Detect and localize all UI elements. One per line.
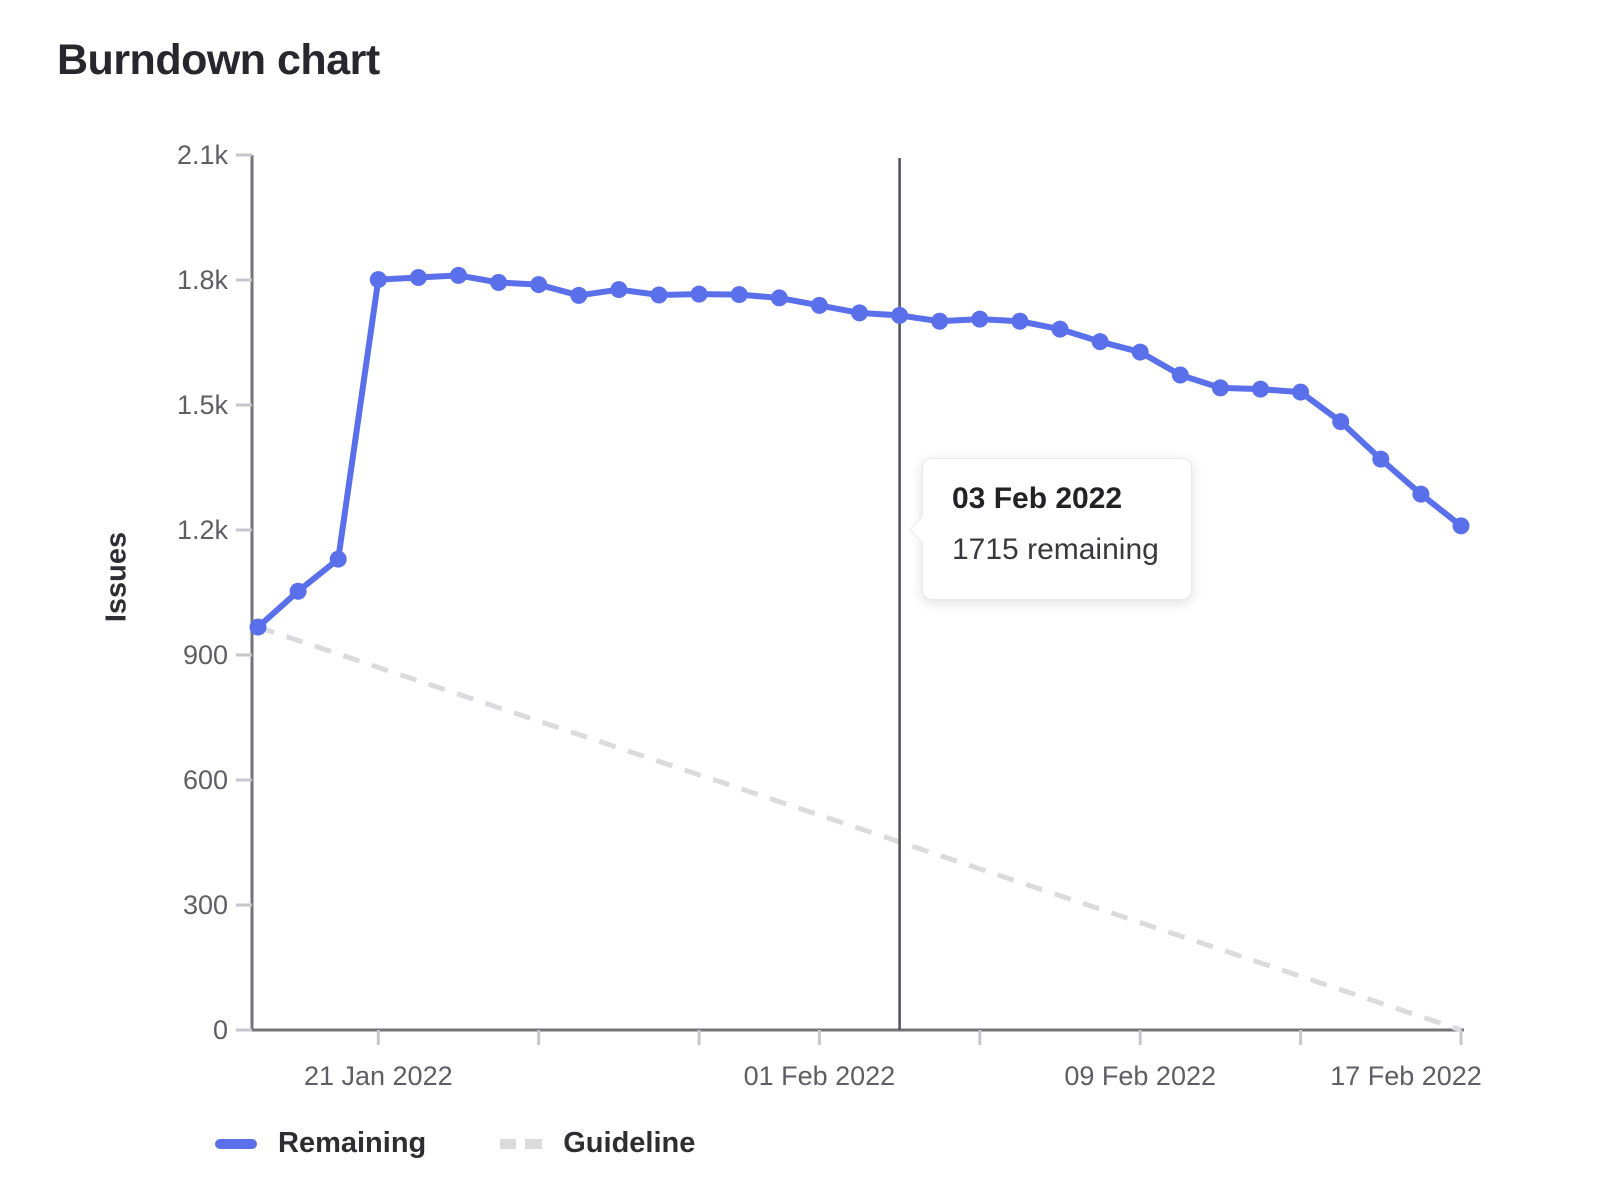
- data-point-09-feb-2022[interactable]: [1131, 343, 1149, 361]
- remaining-series-line: [255, 272, 1464, 631]
- y-tick-label: 1.8k: [177, 265, 229, 295]
- data-point-02-feb-2022[interactable]: [851, 304, 868, 322]
- data-point-17-feb-2022[interactable]: [1452, 517, 1470, 535]
- page-title: Burndown chart: [57, 36, 380, 84]
- data-point-08-feb-2022[interactable]: [1091, 333, 1109, 351]
- legend-item-guideline[interactable]: Guideline: [500, 1127, 695, 1160]
- data-point-18-jan-2022[interactable]: [249, 618, 267, 636]
- data-point-16-feb-2022[interactable]: [1412, 485, 1430, 503]
- data-point-14-feb-2022[interactable]: [1332, 413, 1350, 431]
- data-point-11-feb-2022[interactable]: [1211, 379, 1229, 397]
- data-point-13-feb-2022[interactable]: [1292, 383, 1310, 401]
- legend-item-remaining[interactable]: Remaining: [215, 1127, 426, 1160]
- axis-lines: [250, 155, 1464, 1032]
- data-point-26-jan-2022[interactable]: [570, 286, 588, 304]
- data-point-01-feb-2022[interactable]: [810, 296, 828, 314]
- x-tick-label: 21 Jan 2022: [304, 1061, 453, 1091]
- remaining-line-swatch-icon: [215, 1138, 257, 1149]
- y-tick-label: 0: [213, 1015, 228, 1045]
- tooltip: 03 Feb 2022 1715 remaining: [909, 458, 1192, 600]
- data-point-23-jan-2022[interactable]: [450, 266, 467, 284]
- data-point-22-jan-2022[interactable]: [409, 269, 427, 286]
- data-point-24-jan-2022[interactable]: [490, 274, 508, 291]
- y-tick-label: 1.5k: [177, 390, 229, 420]
- x-tick-label: 01 Feb 2022: [744, 1061, 896, 1091]
- y-tick-label: 300: [183, 890, 228, 920]
- y-tick-label: 600: [183, 765, 228, 795]
- y-tick-label: 1.2k: [177, 515, 229, 545]
- tooltip-date: 03 Feb 2022: [952, 482, 1123, 515]
- tooltip-remaining-value: 1715 remaining: [952, 533, 1159, 566]
- legend-label-remaining: Remaining: [278, 1127, 427, 1159]
- data-point-15-feb-2022[interactable]: [1372, 450, 1390, 468]
- data-point-27-jan-2022[interactable]: [610, 281, 628, 299]
- data-point-21-jan-2022[interactable]: [369, 271, 387, 289]
- guideline-dash-swatch-icon: [500, 1138, 543, 1149]
- x-tick-label: 17 Feb 2022: [1330, 1061, 1482, 1091]
- data-point-04-feb-2022[interactable]: [931, 312, 949, 330]
- data-point-05-feb-2022[interactable]: [971, 310, 989, 328]
- data-point-03-feb-2022[interactable]: [891, 306, 909, 324]
- data-point-10-feb-2022[interactable]: [1171, 366, 1189, 384]
- y-tick-label: 2.1k: [177, 140, 229, 170]
- data-point-30-jan-2022[interactable]: [730, 286, 748, 304]
- data-point-06-feb-2022[interactable]: [1011, 312, 1029, 330]
- data-point-25-jan-2022[interactable]: [530, 276, 548, 294]
- data-point-31-jan-2022[interactable]: [770, 289, 788, 307]
- data-point-19-jan-2022[interactable]: [289, 582, 307, 600]
- x-tick-label: 09 Feb 2022: [1064, 1061, 1216, 1091]
- data-point-07-feb-2022[interactable]: [1051, 320, 1069, 338]
- data-point-28-jan-2022[interactable]: [650, 286, 668, 304]
- y-tick-label: 900: [183, 640, 228, 670]
- data-point-20-jan-2022[interactable]: [329, 550, 347, 568]
- data-point-29-jan-2022[interactable]: [690, 285, 708, 303]
- legend-label-guideline: Guideline: [563, 1127, 696, 1159]
- data-point-12-feb-2022[interactable]: [1252, 380, 1269, 398]
- guideline-series-line: [257, 624, 1462, 1033]
- chart-legend: Remaining Guideline: [215, 1127, 695, 1160]
